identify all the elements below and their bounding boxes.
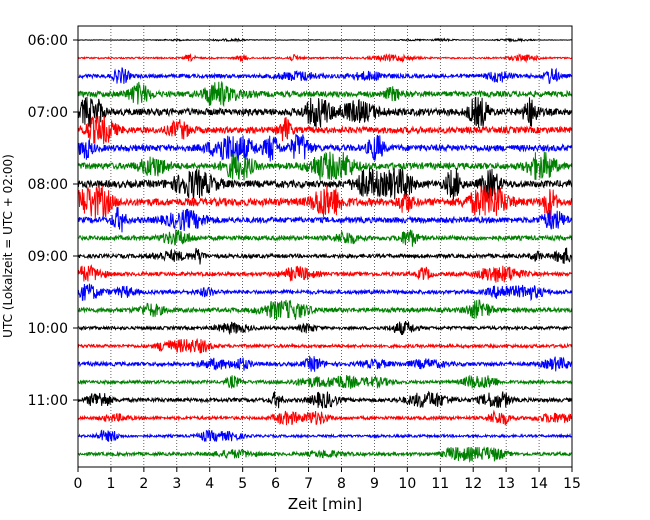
plot-background [78,26,572,467]
x-tick-label: 0 [74,476,83,492]
trace-row [77,321,573,336]
y-tick-label: 09:00 [28,249,68,265]
trace-row [77,446,573,463]
trace-row [77,409,573,426]
trace-row [77,184,573,220]
x-tick-label: 1 [106,476,115,492]
x-tick-label: 6 [271,476,280,492]
trace-row [77,134,573,163]
y-tick-label: 07:00 [28,105,68,121]
trace-row [77,168,573,200]
plot-frame [77,25,573,468]
x-tick-label: 8 [337,476,346,492]
y-tick-label: 11:00 [28,393,68,409]
y-axis-ticks: 06:00 07:00 08:00 09:00 10:00 11:00 [28,33,78,409]
trace-row [77,390,573,409]
y-tick-label: 10:00 [28,321,68,337]
seismic-traces [77,37,573,463]
trace-row [77,283,573,302]
trace-row [77,80,573,108]
trace-row [77,52,573,64]
x-tick-label: 7 [304,476,313,492]
x-tick-label: 11 [431,476,449,492]
trace-row [77,299,573,320]
trace-row [77,229,573,247]
x-tick-label: 15 [563,476,581,492]
x-tick-label: 9 [370,476,379,492]
trace-row [77,337,573,354]
x-tick-label: 12 [464,476,482,492]
y-tick-label: 08:00 [28,177,68,193]
trace-row [77,96,573,128]
trace-row [77,37,573,43]
x-tick-label: 4 [205,476,214,492]
x-axis-label: Zeit [min] [288,495,362,513]
trace-row [77,67,573,85]
trace-row [77,264,573,283]
trace-row [77,429,573,442]
y-tick-label: 06:00 [28,33,68,49]
trace-row [77,151,573,181]
x-axis-ticks: 0 1 2 3 4 5 6 7 8 9 10 11 12 13 14 15 [74,467,581,492]
x-tick-label: 14 [530,476,548,492]
x-tick-label: 10 [398,476,416,492]
x-tick-label: 3 [172,476,181,492]
x-tick-label: 2 [139,476,148,492]
trace-row [77,374,573,390]
trace-row [77,207,573,233]
trace-row [77,355,573,372]
x-tick-label: 5 [238,476,247,492]
trace-row [77,115,573,145]
y-axis-label: UTC (Lokalzeit = UTC + 02:00) [1,154,15,338]
x-tick-label: 13 [497,476,515,492]
trace-row [77,247,573,265]
